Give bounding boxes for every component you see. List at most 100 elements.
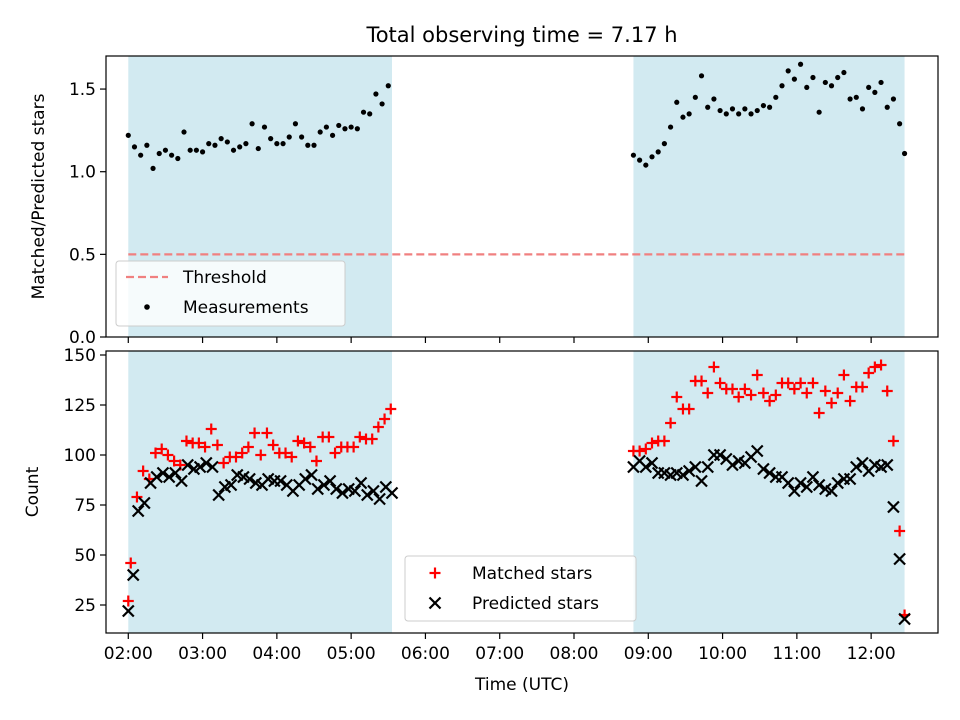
matched-star-point [832,387,844,399]
matched-star-point [267,439,279,451]
predicted-star-point [788,484,801,498]
measurement-point [828,83,835,89]
measurement-point [859,106,866,112]
predicted-star-point [800,480,814,494]
chart-title: Total observing time = 7.17 h [365,23,677,47]
measurement-point [348,124,354,130]
measurement-point [169,152,175,158]
ratio-y-ticks: 0.0 0.5 1.0 1.5 [69,80,106,348]
y-tick-label: 0.0 [69,328,96,348]
measurement-point [317,129,323,135]
matched-star-point [838,369,850,381]
predicted-star-point [763,466,776,480]
matched-star-point [863,367,875,379]
y-tick-label: 75 [74,496,96,516]
predicted-star-point [812,478,826,492]
predicted-star-point [893,552,906,566]
x-axis-label: Time (UTC) [474,675,569,695]
measurement-point [853,94,859,100]
predicted-star-point [713,448,727,462]
matched-star-point [150,447,162,459]
measurement-point [729,106,736,112]
measurement-point [630,152,637,158]
measurement-point [884,104,890,110]
predicted-star-point [274,474,287,488]
matched-star-point [230,451,242,463]
observing-span [128,351,393,633]
matched-star-point [764,395,776,407]
measurement-point [187,147,193,153]
matched-star-point [298,437,310,449]
predicted-star-point [175,474,188,488]
matched-stars-series [122,359,911,621]
observing-span [633,56,905,337]
matched-star-point [640,443,652,455]
count-y-ticks: 25 50 75 100 125 150 [64,346,106,616]
measurement-point [131,144,138,150]
predicted-star-point [354,476,368,490]
matched-star-point [286,451,298,463]
matched-star-point [122,595,134,607]
measurement-point [692,94,698,100]
matched-star-point [310,455,322,467]
predicted-star-point [126,568,140,582]
matched-star-point [658,435,670,447]
predicted-star-point [181,458,194,472]
predicted-star-point [311,482,324,496]
predicted-star-point [843,472,857,486]
measurement-point [218,136,224,142]
measurement-point [655,149,661,155]
y-tick-label: 150 [64,346,96,366]
measurement-point [144,142,150,148]
measurement-point [717,107,723,114]
measurement-point [901,150,908,157]
matched-star-point [844,395,856,407]
y-tick-label: 0.5 [69,245,96,265]
measurement-point [212,142,218,148]
legend-measurements-swatch [144,304,150,310]
measurement-point [816,109,822,115]
measurement-point [841,69,847,76]
measurement-point [667,124,674,130]
matched-star-point [354,431,366,443]
matched-star-point [770,389,782,401]
measurement-point [723,111,729,117]
matched-star-point [671,391,683,403]
measurement-point [199,149,206,155]
ratio-x-ticks [127,337,872,343]
x-tick-label: 11:00 [772,644,821,664]
legend-matched-swatch [429,567,441,579]
measurement-point [785,68,791,74]
matched-star-point [739,383,751,395]
predicted-star-point [701,460,714,474]
x-tick-label: 04:00 [252,644,301,664]
matched-star-point [304,441,316,453]
measurement-point [649,154,655,160]
y-tick-label: 1.5 [69,80,96,100]
measurement-point [872,89,878,95]
legend-measurements-label: Measurements [183,298,309,318]
measurement-point [255,145,261,152]
measurement-point [767,104,773,110]
y-tick-label: 25 [74,596,96,616]
measurement-point [754,107,760,114]
predicted-star-point [695,474,708,488]
measurement-point [156,150,162,157]
measurement-point [705,104,711,110]
predicted-star-point [348,484,362,498]
predicted-star-point [682,464,696,478]
matched-star-point [881,385,893,397]
predicted-star-point [122,604,135,618]
matched-star-point [696,375,708,387]
matched-star-point [323,431,335,443]
matched-star-point [199,441,211,453]
measurement-point [680,114,686,120]
predicted-star-point [689,460,702,474]
matched-star-point [218,457,230,469]
matched-star-point [205,423,217,435]
predicted-star-point [825,484,838,498]
y-tick-label: 125 [64,396,96,416]
matched-star-point [193,437,205,449]
y-tick-label: 100 [64,446,96,466]
ratio-legend: Threshold Measurements [115,260,346,327]
